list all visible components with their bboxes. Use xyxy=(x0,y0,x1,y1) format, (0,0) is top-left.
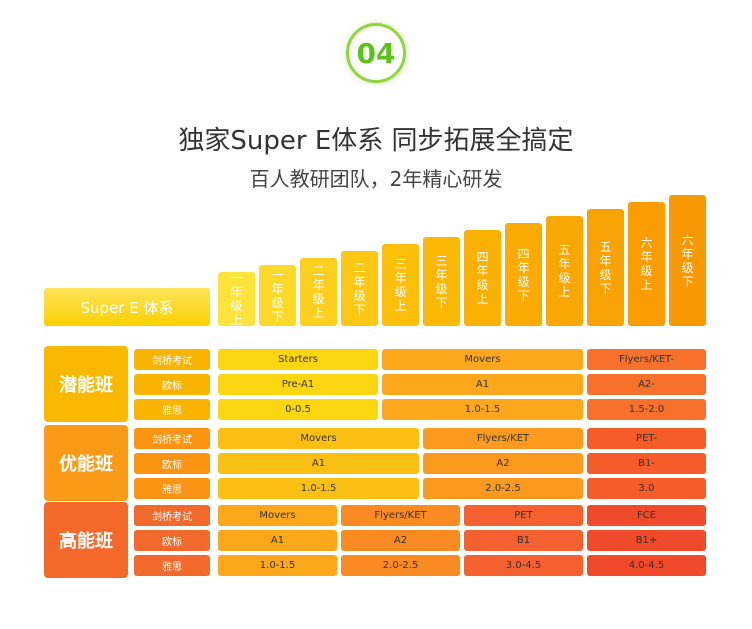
cell: 0-0.5 xyxy=(218,399,378,420)
row-label: 雅思 xyxy=(134,478,210,499)
cell: FCE xyxy=(587,505,706,526)
row-label: 雅思 xyxy=(134,555,210,576)
row-label: 欧标 xyxy=(134,453,210,474)
subtitle: 百人教研团队，2年精心研发 xyxy=(249,166,503,191)
grade-column: 五年级下 xyxy=(587,209,624,326)
row-label: 剑桥考试 xyxy=(134,505,210,526)
cell: A2 xyxy=(341,530,460,551)
cell: B1+ xyxy=(587,530,706,551)
row-label: 雅思 xyxy=(134,399,210,420)
badge: 04 xyxy=(346,23,406,83)
cell: 3.0-4.5 xyxy=(464,555,583,576)
row-label: 欧标 xyxy=(134,530,210,551)
grade-column: 四年级上 xyxy=(464,230,501,326)
cell: 2.0-2.5 xyxy=(341,555,460,576)
row-label: 剑桥考试 xyxy=(134,428,210,449)
cell: A1 xyxy=(218,530,337,551)
grade-column: 四年级下 xyxy=(505,223,542,326)
group-label: 高能班 xyxy=(44,502,128,578)
cell: A2- xyxy=(587,374,706,395)
system-label: Super E 体系 xyxy=(44,288,210,326)
grade-column: 三年级下 xyxy=(423,237,460,326)
cell: 4.0-4.5 xyxy=(587,555,706,576)
cell: A1 xyxy=(218,453,419,474)
cell: 2.0-2.5 xyxy=(423,478,583,499)
cell: Movers xyxy=(218,505,337,526)
cell: 1.0-1.5 xyxy=(218,555,337,576)
grade-column: 二年级上 xyxy=(300,258,337,326)
grade-column: 五年级上 xyxy=(546,216,583,326)
row-label: 剑桥考试 xyxy=(134,349,210,370)
title: 独家Super E体系 同步拓展全搞定 xyxy=(178,125,574,156)
grade-column: 六年级下 xyxy=(669,195,706,326)
cell: Flyers/KET xyxy=(423,428,583,449)
grade-column: 一年级下 xyxy=(259,265,296,326)
group-label: 潜能班 xyxy=(44,346,128,422)
cell: Pre-A1 xyxy=(218,374,378,395)
cell: 1.0-1.5 xyxy=(382,399,583,420)
cell: B1- xyxy=(587,453,706,474)
grade-column: 六年级上 xyxy=(628,202,665,326)
group-label: 优能班 xyxy=(44,425,128,501)
row-label: 欧标 xyxy=(134,374,210,395)
cell: PET- xyxy=(587,428,706,449)
cell: Flyers/KET- xyxy=(587,349,706,370)
cell: 3.0 xyxy=(587,478,706,499)
cell: Movers xyxy=(218,428,419,449)
cell: 1.0-1.5 xyxy=(218,478,419,499)
cell: A2 xyxy=(423,453,583,474)
cell: PET xyxy=(464,505,583,526)
cell: A1 xyxy=(382,374,583,395)
cell: Starters xyxy=(218,349,378,370)
grade-column: 三年级上 xyxy=(382,244,419,326)
grade-column: 二年级下 xyxy=(341,251,378,326)
cell: 1.5-2.0 xyxy=(587,399,706,420)
cell: Flyers/KET xyxy=(341,505,460,526)
cell: B1 xyxy=(464,530,583,551)
cell: Movers xyxy=(382,349,583,370)
grade-column: 一年级上 xyxy=(218,271,255,327)
